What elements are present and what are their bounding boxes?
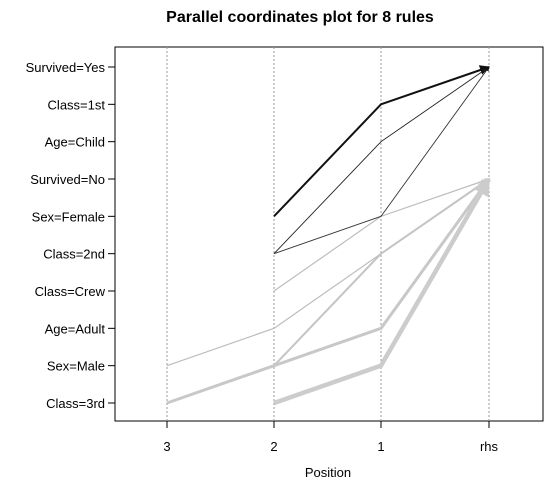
x-tick-label: 2 (270, 439, 277, 454)
x-tick-label: rhs (480, 439, 499, 454)
x-axis-label: Position (305, 465, 351, 480)
rule-lines (166, 65, 491, 406)
x-tick-label: 1 (377, 439, 384, 454)
rule-line-3 (273, 66, 490, 255)
y-tick-label: Age=Adult (45, 321, 106, 336)
plot-frame (114, 46, 544, 422)
x-tick-label: 3 (163, 439, 170, 454)
y-tick-label: Survived=No (30, 172, 105, 187)
y-axis: Class=3rd Sex=Male Age=Adult Class=Crew Clas… (26, 60, 115, 411)
chart-title: Parallel coordinates plot for 8 rules (166, 9, 434, 26)
y-tick-label: Sex=Female (32, 209, 105, 224)
y-tick-label: Class=3rd (46, 396, 105, 411)
y-tick-label: Class=2nd (43, 247, 105, 262)
y-tick-label: Sex=Male (47, 359, 105, 374)
rule-line-1 (273, 65, 490, 218)
x-axis: 3 2 1 rhs (163, 421, 499, 454)
axis-guides (166, 47, 490, 421)
rule-line-2 (273, 66, 490, 254)
y-tick-label: Survived=Yes (26, 60, 106, 75)
rule-line-7 (166, 178, 491, 405)
rule-line-8 (273, 177, 491, 406)
y-tick-label: Class=Crew (35, 284, 106, 299)
rule-line-5 (166, 178, 490, 367)
rule-line-6 (273, 178, 490, 367)
y-tick-label: Class=1st (48, 97, 106, 112)
y-tick-label: Age=Child (45, 135, 105, 150)
